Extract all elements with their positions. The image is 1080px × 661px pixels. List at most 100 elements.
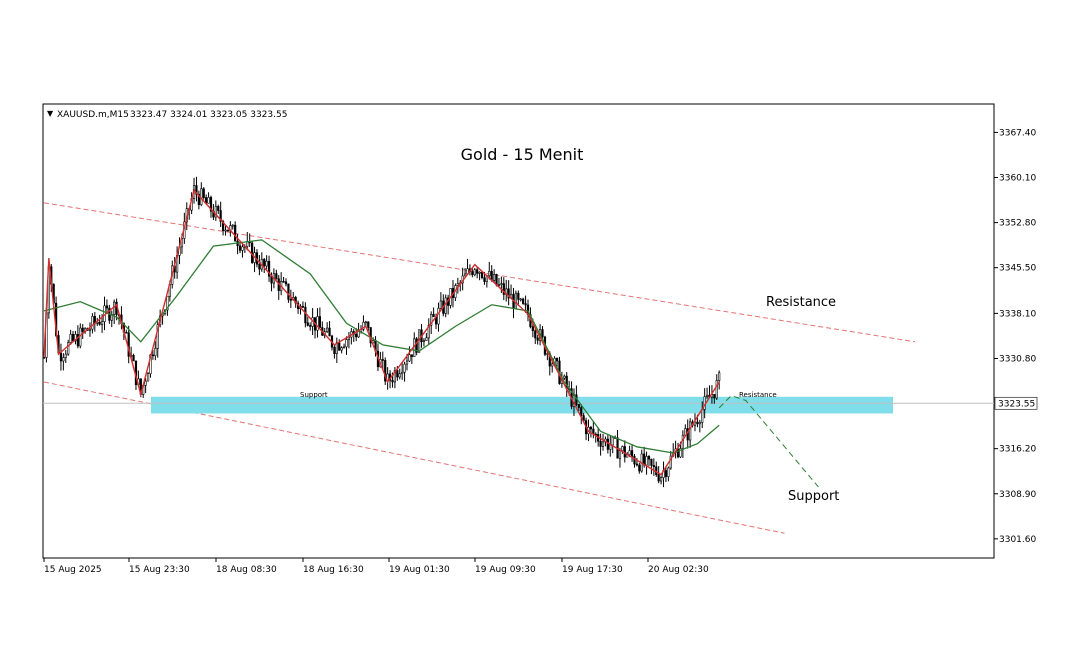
candle-body bbox=[713, 394, 716, 399]
candle-body bbox=[408, 354, 411, 362]
candle-body bbox=[476, 269, 479, 274]
candle-body bbox=[398, 373, 401, 378]
candle-body bbox=[483, 277, 486, 282]
candle-body bbox=[563, 375, 566, 379]
chart-title: Gold - 15 Menit bbox=[461, 145, 584, 164]
y-tick-label: 3330.80 bbox=[999, 354, 1036, 364]
candle-body bbox=[621, 446, 624, 452]
candle-body bbox=[439, 300, 442, 309]
candle-body bbox=[507, 288, 510, 299]
candle-body bbox=[609, 444, 612, 450]
candle-body bbox=[618, 450, 622, 459]
candle-body bbox=[267, 260, 271, 277]
candle-body bbox=[282, 281, 285, 283]
candle-body bbox=[355, 333, 358, 338]
y-tick-label: 3352.80 bbox=[999, 219, 1036, 229]
candle-body bbox=[488, 271, 491, 276]
candle-body bbox=[318, 316, 321, 328]
candle-body bbox=[638, 464, 641, 472]
candle-body bbox=[146, 373, 150, 382]
candle-body bbox=[98, 321, 101, 325]
candle-body bbox=[200, 188, 203, 205]
candle-body bbox=[652, 465, 655, 468]
candle-body bbox=[606, 438, 609, 450]
candle-body bbox=[265, 260, 268, 267]
candle-body bbox=[91, 316, 94, 330]
candle-body bbox=[113, 301, 116, 315]
x-tick-label: 18 Aug 16:30 bbox=[303, 565, 364, 575]
candle-body bbox=[81, 327, 84, 332]
candle-body bbox=[534, 330, 537, 339]
candle-body bbox=[367, 321, 370, 328]
candle-body bbox=[599, 440, 602, 447]
candle-body bbox=[304, 306, 307, 324]
candle-body bbox=[384, 360, 387, 382]
candle-body bbox=[696, 421, 699, 425]
candle-body bbox=[689, 421, 692, 441]
candle-body bbox=[258, 263, 261, 270]
candle-body bbox=[214, 206, 217, 218]
candle-body bbox=[64, 353, 67, 358]
candle-body bbox=[316, 316, 319, 331]
candle-body bbox=[284, 281, 288, 285]
candle-body bbox=[502, 283, 505, 295]
symbol-label: XAUUSD.m,M15 bbox=[57, 110, 129, 120]
candle-body bbox=[701, 409, 704, 423]
x-tick-label: 20 Aug 02:30 bbox=[648, 565, 709, 575]
candle-body bbox=[410, 354, 413, 357]
candle-body bbox=[71, 333, 75, 342]
candle-body bbox=[401, 371, 404, 375]
candle-body bbox=[669, 455, 672, 469]
candle-body bbox=[432, 314, 435, 318]
x-tick-label: 15 Aug 2025 bbox=[44, 565, 102, 575]
candle-body bbox=[698, 422, 701, 425]
plot-frame bbox=[42, 103, 995, 559]
candle-body bbox=[340, 347, 343, 351]
candle-body bbox=[715, 380, 718, 399]
candle-body bbox=[427, 324, 430, 339]
candle-body bbox=[403, 363, 406, 373]
candle-body bbox=[577, 404, 580, 408]
candle-body bbox=[425, 337, 428, 341]
candle-body bbox=[357, 331, 360, 338]
candle-body bbox=[166, 295, 169, 311]
candle-body bbox=[333, 346, 336, 354]
candle-body bbox=[422, 340, 426, 343]
candle-body bbox=[667, 467, 670, 477]
candle-body bbox=[69, 333, 72, 343]
y-tick-label: 3360.10 bbox=[999, 174, 1036, 184]
candle-body bbox=[580, 407, 583, 417]
candle-body bbox=[393, 370, 397, 383]
candle-body bbox=[589, 426, 593, 430]
y-tick-label: 3345.50 bbox=[999, 264, 1036, 274]
symbol-dropdown-icon[interactable]: ▼ bbox=[47, 109, 54, 118]
candle-body bbox=[144, 380, 147, 386]
x-tick-label: 15 Aug 23:30 bbox=[129, 565, 190, 575]
ohlc-readout: 3323.47 3324.01 3323.05 3323.55 bbox=[130, 110, 287, 120]
candle-body bbox=[405, 360, 409, 365]
candle-body bbox=[217, 206, 220, 211]
candle-body bbox=[555, 357, 559, 362]
candle-body bbox=[381, 359, 384, 361]
candle-body bbox=[650, 458, 653, 466]
candle-body bbox=[67, 342, 70, 355]
candle-body bbox=[347, 336, 351, 340]
candle-body bbox=[473, 269, 476, 276]
candle-body bbox=[362, 321, 365, 330]
candle-body bbox=[76, 334, 79, 347]
candle-body bbox=[647, 456, 651, 460]
candle-body bbox=[125, 331, 128, 334]
x-tick-label: 18 Aug 08:30 bbox=[216, 565, 277, 575]
candle-body bbox=[630, 450, 634, 457]
candle-body bbox=[643, 453, 646, 466]
resistance-label: Resistance bbox=[766, 295, 836, 310]
support-label: Support bbox=[788, 489, 839, 504]
candle-body bbox=[195, 185, 198, 195]
band-resistance-label: Resistance bbox=[739, 391, 777, 399]
y-tick-label: 3316.20 bbox=[999, 445, 1036, 455]
candle-body bbox=[42, 356, 46, 359]
candle-body bbox=[456, 283, 459, 286]
x-tick-label: 19 Aug 09:30 bbox=[475, 565, 536, 575]
